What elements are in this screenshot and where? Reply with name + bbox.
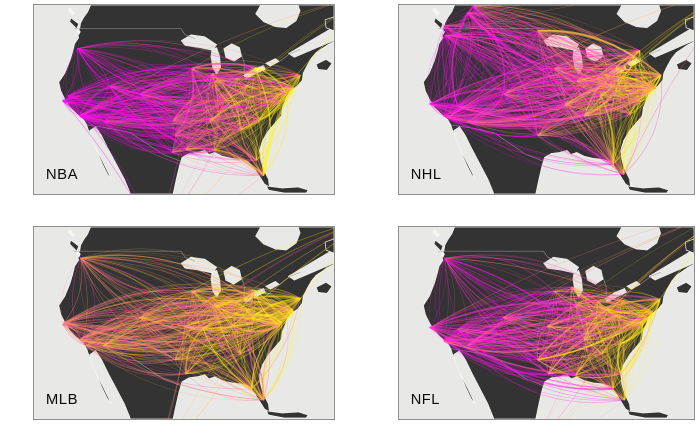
map-panel-nba: NBA bbox=[33, 4, 335, 195]
panel-label-nhl: NHL bbox=[411, 167, 442, 183]
coastal-detail bbox=[67, 229, 81, 259]
national-borders bbox=[73, 28, 301, 162]
panel-label-mlb: MLB bbox=[46, 391, 78, 408]
nfl-travel-map: NFL bbox=[399, 227, 694, 419]
nhl-travel-map: NHL bbox=[399, 5, 694, 194]
national-borders bbox=[73, 250, 301, 387]
coastal-detail bbox=[67, 6, 81, 36]
map-panel-nhl: NHL bbox=[398, 4, 695, 195]
map-panel-mlb: MLB bbox=[33, 226, 335, 420]
route-arcs-layer bbox=[427, 5, 694, 176]
mlb-travel-map: MLB bbox=[34, 227, 334, 419]
panel-label-nfl: NFL bbox=[411, 392, 440, 408]
coastal-detail bbox=[432, 6, 445, 36]
great-lakes-and-bays bbox=[180, 5, 334, 80]
map-panel-nfl: NFL bbox=[398, 226, 695, 420]
panel-label-nba: NBA bbox=[46, 167, 78, 183]
national-borders bbox=[438, 28, 661, 162]
great-lakes-and-bays bbox=[180, 227, 334, 303]
nba-travel-map: NBA bbox=[34, 5, 334, 194]
coastal-detail bbox=[432, 229, 445, 259]
route-arcs-layer bbox=[429, 227, 694, 419]
national-borders bbox=[438, 250, 661, 387]
us-basemap bbox=[34, 5, 334, 194]
route-arcs-layer bbox=[62, 5, 334, 194]
route-arcs-layer bbox=[61, 227, 334, 419]
